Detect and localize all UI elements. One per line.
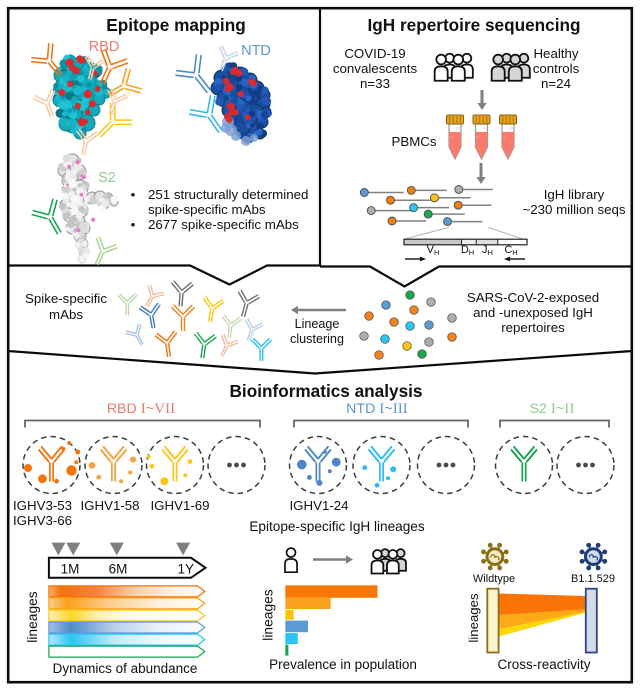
svg-text:Cross-reactivity: Cross-reactivity bbox=[497, 657, 590, 672]
svg-text:SARS-CoV-2-exposed: SARS-CoV-2-exposed bbox=[467, 290, 599, 305]
svg-text:Dynamics of abundance: Dynamics of abundance bbox=[53, 661, 198, 676]
svg-text:CH: CH bbox=[504, 244, 517, 257]
svg-text:NTD I~III: NTD I~III bbox=[346, 400, 408, 417]
svg-text:RBD: RBD bbox=[89, 39, 120, 55]
svg-text:DH: DH bbox=[461, 244, 474, 257]
svg-text:convalescents: convalescents bbox=[333, 61, 418, 76]
svg-text:NTD: NTD bbox=[241, 43, 271, 59]
svg-text:clustering: clustering bbox=[290, 332, 344, 346]
svg-text:•: • bbox=[131, 187, 136, 202]
svg-text:•: • bbox=[131, 217, 136, 232]
svg-text:Bioinformatics analysis: Bioinformatics analysis bbox=[230, 381, 423, 401]
svg-text:mAbs: mAbs bbox=[49, 307, 83, 322]
svg-text:IGHV3-53: IGHV3-53 bbox=[13, 498, 72, 513]
svg-text:IGHV1-58: IGHV1-58 bbox=[80, 498, 139, 513]
svg-text:251 structurally determined: 251 structurally determined bbox=[148, 187, 308, 202]
svg-text:repertoires: repertoires bbox=[501, 320, 565, 335]
svg-text:IGHV3-66: IGHV3-66 bbox=[13, 513, 72, 528]
svg-text:n=24: n=24 bbox=[541, 76, 571, 91]
svg-text:and -unexposed IgH: and -unexposed IgH bbox=[473, 305, 593, 320]
svg-text:lineages: lineages bbox=[25, 591, 40, 642]
svg-text:IGHV1-24: IGHV1-24 bbox=[289, 498, 348, 513]
svg-text:IGHV1-69: IGHV1-69 bbox=[150, 498, 209, 513]
svg-text:~230 million seqs: ~230 million seqs bbox=[522, 202, 625, 217]
svg-text:6M: 6M bbox=[109, 562, 128, 577]
svg-text:VH: VH bbox=[427, 244, 440, 257]
svg-text:B1.1.529: B1.1.529 bbox=[571, 573, 615, 585]
svg-text:lineages: lineages bbox=[466, 593, 481, 643]
svg-text:1Y: 1Y bbox=[177, 562, 194, 577]
svg-text:2677 spike-specific mAbs: 2677 spike-specific mAbs bbox=[148, 217, 299, 232]
svg-text:spike-specific mAbs: spike-specific mAbs bbox=[148, 202, 266, 217]
svg-text:Lineage: Lineage bbox=[295, 317, 340, 331]
svg-text:COVID-19: COVID-19 bbox=[344, 46, 405, 61]
svg-text:Healthy: Healthy bbox=[533, 46, 578, 61]
svg-text:n=33: n=33 bbox=[360, 76, 390, 91]
svg-text:lineages: lineages bbox=[261, 589, 276, 640]
svg-text:S2: S2 bbox=[98, 170, 116, 186]
svg-text:Wildtype: Wildtype bbox=[473, 573, 515, 585]
svg-text:IgH library: IgH library bbox=[544, 187, 605, 202]
svg-text:IgH repertoire sequencing: IgH repertoire sequencing bbox=[368, 15, 581, 35]
svg-text:Prevalence in population: Prevalence in population bbox=[269, 657, 417, 672]
svg-text:Spike-specific: Spike-specific bbox=[25, 291, 107, 306]
svg-text:controls: controls bbox=[533, 61, 580, 76]
svg-text:S2 I~II: S2 I~II bbox=[530, 400, 575, 417]
svg-text:RBD I~VII: RBD I~VII bbox=[107, 400, 175, 417]
svg-text:Epitope-specific IgH lineages: Epitope-specific IgH lineages bbox=[249, 519, 425, 534]
svg-text:Epitope mapping: Epitope mapping bbox=[106, 15, 245, 35]
svg-text:1M: 1M bbox=[61, 562, 80, 577]
svg-text:JH: JH bbox=[482, 244, 493, 257]
svg-text:PBMCs: PBMCs bbox=[391, 134, 436, 149]
